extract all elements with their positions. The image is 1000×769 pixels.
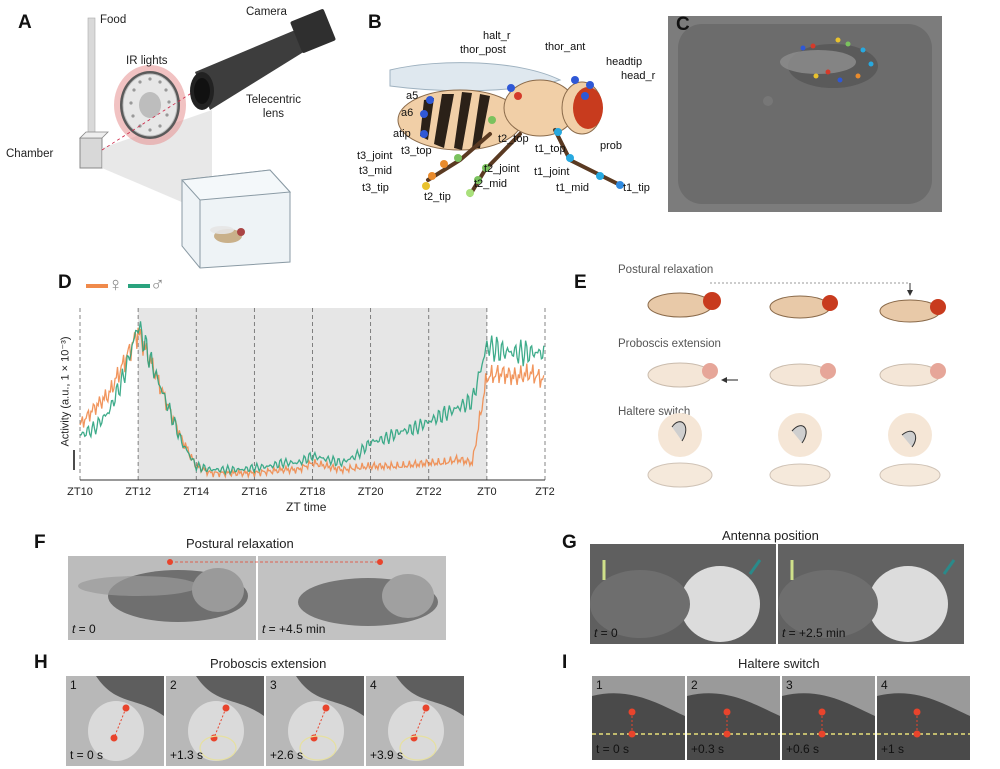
panel-d-activity-chart: ZT10 ZT12 ZT14 ZT16 ZT18 ZT20 ZT22 ZT0 ZT2 [67, 308, 555, 498]
legend-male-label: ♂ [150, 274, 165, 296]
f-frame-1: t = 0 [68, 556, 256, 640]
frame-number: 2 [170, 678, 177, 692]
frame-time: +2.6 s [270, 748, 304, 762]
panel-g-title: Antenna position [722, 528, 819, 543]
frame-number: 4 [881, 678, 888, 692]
part-a5: a5 [406, 90, 419, 102]
panel-h-letter: H [34, 652, 48, 673]
label-food: Food [100, 14, 127, 26]
x-tick-label: ZT14 [183, 486, 209, 498]
part-t3-tip: t3_tip [362, 182, 389, 194]
h-frame: 1 t = 0 s [66, 676, 164, 766]
x-tick-label: ZT20 [358, 486, 384, 498]
panel-a-letter: A [18, 12, 32, 33]
frame-time: +1 s [881, 742, 905, 756]
frame-time: +0.3 s [691, 742, 725, 756]
part-t1-tip: t1_tip [623, 182, 650, 194]
label-chamber: Chamber [6, 148, 54, 160]
x-tick-label: ZT22 [416, 486, 442, 498]
series-line-male [79, 321, 545, 476]
panel-e-behavior-sketches [647, 282, 946, 488]
chart-xlabel: ZT time [286, 500, 327, 514]
panel-c-tracking-image [668, 16, 942, 212]
frame-number: 3 [786, 678, 793, 692]
part-atip: atip [393, 128, 411, 140]
panel-d-letter: D [58, 272, 72, 293]
frame-time: t = 0 s [596, 742, 630, 756]
x-tick-label: ZT2 [535, 486, 555, 498]
part-headtip: headtip [606, 56, 643, 68]
part-t3-top: t3_top [401, 145, 432, 157]
f-reference-line [167, 559, 383, 565]
g-frame-1: t = 0 [590, 544, 776, 644]
f-frame-2-time: t = +4.5 min [262, 622, 326, 636]
part-t2-top: t2_top [498, 133, 529, 145]
panel-f-title: Postural relaxation [186, 536, 294, 551]
label-telecentric-lens: Telecentric lens [246, 94, 301, 120]
frame-number: 1 [70, 678, 77, 692]
h-frame: 4 +3.9 s [366, 676, 464, 766]
part-t1-top: t1_top [535, 143, 566, 155]
i-frame: 2 +0.3 s [687, 676, 780, 760]
part-t2-mid: t2_mid [474, 178, 508, 190]
part-t3-mid: t3_mid [359, 165, 393, 177]
panel-b-fly-illustration [389, 62, 624, 197]
part-head-r: head_r [621, 70, 656, 82]
frame-number: 1 [596, 678, 603, 692]
frame-number: 2 [691, 678, 698, 692]
x-tick-label: ZT10 [67, 486, 93, 498]
label-ir-lights: IR lights [126, 55, 168, 67]
h-frame: 2 +1.3 s [166, 676, 264, 766]
legend-female-label: ♀ [108, 274, 123, 296]
frame-time: +1.3 s [170, 748, 204, 762]
frame-time: +0.6 s [786, 742, 820, 756]
panel-h-title: Proboscis extension [210, 656, 327, 671]
part-thor-ant: thor_ant [545, 41, 586, 53]
panel-g-letter: G [562, 532, 577, 553]
frame-time: +3.9 s [370, 748, 404, 762]
part-t1-joint: t1_joint [534, 166, 570, 178]
panel-c-letter: C [676, 14, 690, 35]
i-frame: 4 +1 s [877, 676, 970, 760]
panel-i-letter: I [562, 652, 568, 673]
x-tick-label: ZT0 [477, 486, 497, 498]
part-thor-post: thor_post [460, 44, 506, 56]
part-a6: a6 [401, 107, 414, 119]
panel-b-letter: B [368, 12, 382, 33]
frame-number: 3 [270, 678, 277, 692]
part-t2-joint: t2_joint [484, 163, 520, 175]
label-camera: Camera [246, 6, 287, 18]
x-tick-label: ZT18 [300, 486, 326, 498]
part-t3-joint: t3_joint [357, 150, 393, 162]
panel-i-title: Haltere switch [738, 656, 820, 671]
frame-time: t = 0 s [70, 748, 104, 762]
i-frame: 3 +0.6 s [782, 676, 875, 760]
part-t2-tip: t2_tip [424, 191, 451, 203]
f-frame-1-time: t = 0 [72, 622, 96, 636]
f-frame-2: t = +4.5 min [258, 556, 446, 640]
x-tick-label: ZT16 [242, 486, 268, 498]
frame-number: 4 [370, 678, 377, 692]
legend-male-swatch [128, 284, 150, 288]
part-t1-mid: t1_mid [556, 182, 590, 194]
part-prob: prob [600, 140, 623, 152]
panel-f-letter: F [34, 532, 46, 553]
legend-female-swatch [86, 284, 108, 288]
g-frame-1-time: t = 0 [594, 626, 618, 640]
g-frame-2: t = +2.5 min [778, 544, 964, 644]
e-row-postural: Postural relaxation [618, 264, 714, 276]
panel-e-letter: E [574, 272, 587, 293]
e-row-proboscis: Proboscis extension [618, 338, 721, 350]
part-halt-r: halt_r [483, 30, 511, 42]
x-tick-label: ZT12 [125, 486, 151, 498]
chart-ylabel: Activity (a.u., 1 × 10⁻³) [59, 336, 72, 447]
h-frame: 3 +2.6 s [266, 676, 364, 766]
panel-a-setup-diagram [79, 9, 336, 269]
i-frame: 1 t = 0 s [592, 676, 685, 760]
g-frame-2-time: t = +2.5 min [782, 626, 846, 640]
